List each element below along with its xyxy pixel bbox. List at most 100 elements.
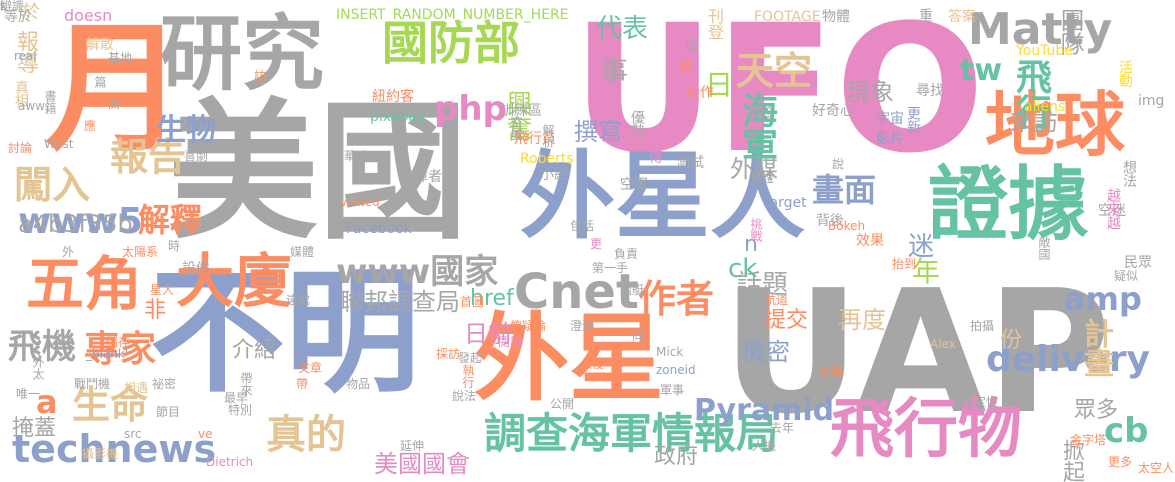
- word-155: 執行: [461, 364, 475, 388]
- word-132: Alex: [930, 337, 956, 351]
- word-27: 海軍: [736, 92, 777, 163]
- word-3: 外星人: [520, 142, 806, 252]
- word-77: 重: [917, 8, 933, 22]
- word-59: 政府: [654, 444, 699, 469]
- word-39: 代表: [596, 14, 649, 44]
- word-156: 最早: [224, 391, 249, 405]
- word-72: doesn: [64, 6, 113, 25]
- word-154: 公開: [550, 397, 575, 411]
- word-15: 闖入: [14, 163, 91, 207]
- word-44: 撰寫: [574, 118, 622, 146]
- word-113: 越來越: [1105, 188, 1121, 230]
- word-33: 生物: [156, 113, 216, 148]
- word-93: YouTube: [1016, 43, 1073, 59]
- word-115: 疑似: [1114, 269, 1139, 283]
- word-87: 尋找: [916, 83, 944, 99]
- word-40: 事: [600, 55, 629, 88]
- word-152: 發起: [458, 351, 483, 365]
- word-171: 唯一: [16, 387, 41, 401]
- word-143: 一同: [620, 329, 645, 343]
- word-158: 帶: [296, 377, 309, 391]
- word-47: 外媒: [730, 155, 778, 183]
- word-46: a4b3f35b: [18, 210, 133, 238]
- word-109: 效果: [856, 233, 884, 249]
- word-76: 物體: [822, 9, 850, 25]
- word-148: 懷疑論: [510, 319, 547, 333]
- word-53: 迷: [908, 232, 935, 262]
- word-122: 太陽系: [122, 245, 159, 259]
- word-36: 計畫: [1078, 318, 1113, 377]
- word-136: 播出: [870, 385, 895, 399]
- word-14: Cnet: [514, 264, 639, 320]
- word-116: 民眾: [1124, 255, 1152, 271]
- word-52: 團隊: [1056, 8, 1084, 56]
- word-42: tw: [960, 53, 1003, 88]
- word-157: 特別: [228, 403, 253, 417]
- word-25: 天空: [736, 49, 813, 93]
- word-61: 眾多: [1074, 398, 1119, 423]
- word-99: 測試: [676, 155, 704, 171]
- word-134: 來源: [818, 365, 843, 379]
- word-69: 非: [144, 298, 167, 323]
- word-13: 國防部: [382, 16, 520, 70]
- word-28: delivery: [986, 339, 1150, 380]
- word-51: 來訪: [1010, 108, 1058, 136]
- word-175: 訪: [254, 69, 267, 83]
- word-105: target: [764, 195, 807, 211]
- word-56: 提交: [764, 308, 809, 333]
- word-90: 更新: [905, 106, 921, 134]
- word-83: 訓練區: [500, 103, 542, 119]
- word-163: ve: [198, 427, 213, 441]
- word-6: 研究: [160, 7, 325, 102]
- word-191: 見證: [750, 171, 775, 185]
- word-135: 成立: [882, 367, 907, 381]
- word-176: 低: [680, 59, 693, 73]
- word-48: 年: [912, 255, 941, 288]
- word-123: 星人: [150, 283, 175, 297]
- word-145: zoneid: [656, 363, 696, 377]
- word-75: FOOTAGE: [754, 9, 821, 25]
- word-80: 真相: [13, 80, 29, 108]
- word-159: 文章: [298, 361, 323, 375]
- word-137: 決定性: [962, 395, 999, 409]
- word-168: 相遇: [124, 381, 149, 395]
- word-126: 負責: [614, 247, 639, 261]
- word-186: 討論: [8, 141, 33, 155]
- word-101: 身障者: [400, 169, 442, 185]
- word-194: 更: [590, 237, 603, 251]
- word-147: 澄清: [570, 319, 595, 333]
- word-183: aww: [18, 99, 45, 113]
- word-150: 入侵: [580, 357, 605, 371]
- word-102: 小組: [540, 167, 568, 183]
- word-117: 時: [168, 239, 181, 253]
- word-189: 華達: [344, 149, 369, 163]
- word-2: UAP: [722, 254, 1111, 452]
- word-128: 艦艇: [620, 283, 645, 297]
- word-45: 聯邦調查局: [340, 288, 460, 316]
- word-139: 更多: [1108, 455, 1133, 469]
- word-187: West: [44, 137, 74, 151]
- word-71: 於: [19, 2, 40, 20]
- word-131: 拍攝: [970, 319, 995, 333]
- word-24: php: [434, 89, 507, 129]
- word-193: 說: [832, 157, 845, 171]
- word-162: src: [124, 427, 142, 441]
- word-141: 去年: [770, 421, 795, 435]
- word-177: 區: [686, 39, 699, 53]
- word-179: 基地: [108, 51, 133, 65]
- word-165: 攝影機: [82, 447, 119, 461]
- word-164: Dietrich: [206, 455, 254, 469]
- word-18: technews: [12, 427, 217, 471]
- word-79: 等於: [4, 9, 32, 25]
- word-185: 高: [108, 97, 121, 111]
- word-67: ck: [728, 254, 758, 284]
- word-30: www5: [18, 201, 143, 242]
- word-190: 解析: [541, 124, 555, 148]
- word-64: 介紹: [232, 338, 277, 363]
- word-142: 人機: [752, 439, 777, 453]
- word-153: 說法: [452, 389, 477, 403]
- word-133: 分鐘: [816, 343, 841, 357]
- word-195: 辨識: [0, 0, 25, 13]
- word-68: href: [470, 286, 514, 311]
